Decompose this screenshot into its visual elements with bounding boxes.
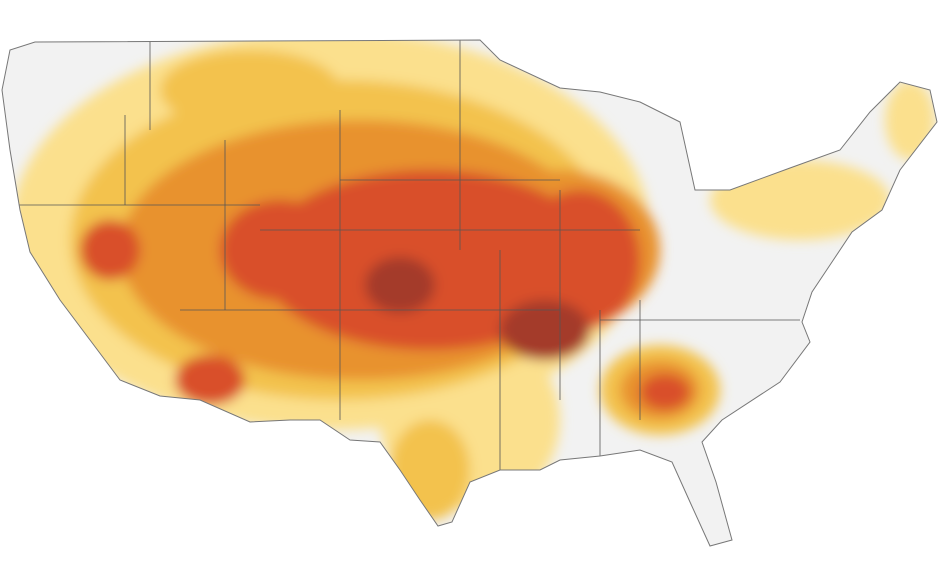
d3-area bbox=[80, 220, 140, 280]
d3-area bbox=[520, 190, 640, 330]
d1-area bbox=[160, 50, 340, 130]
country-outline bbox=[1, 39, 938, 547]
d3-area bbox=[175, 355, 245, 405]
d1-area bbox=[390, 420, 470, 520]
d4-area bbox=[500, 300, 590, 360]
d4-area bbox=[365, 257, 435, 313]
d0-area bbox=[710, 160, 890, 240]
drought-areas bbox=[10, 40, 935, 520]
d0-area bbox=[885, 80, 935, 160]
d3-area bbox=[640, 374, 690, 410]
state-borders bbox=[2, 40, 800, 470]
d3-area bbox=[220, 200, 340, 300]
d3-area bbox=[260, 170, 600, 350]
